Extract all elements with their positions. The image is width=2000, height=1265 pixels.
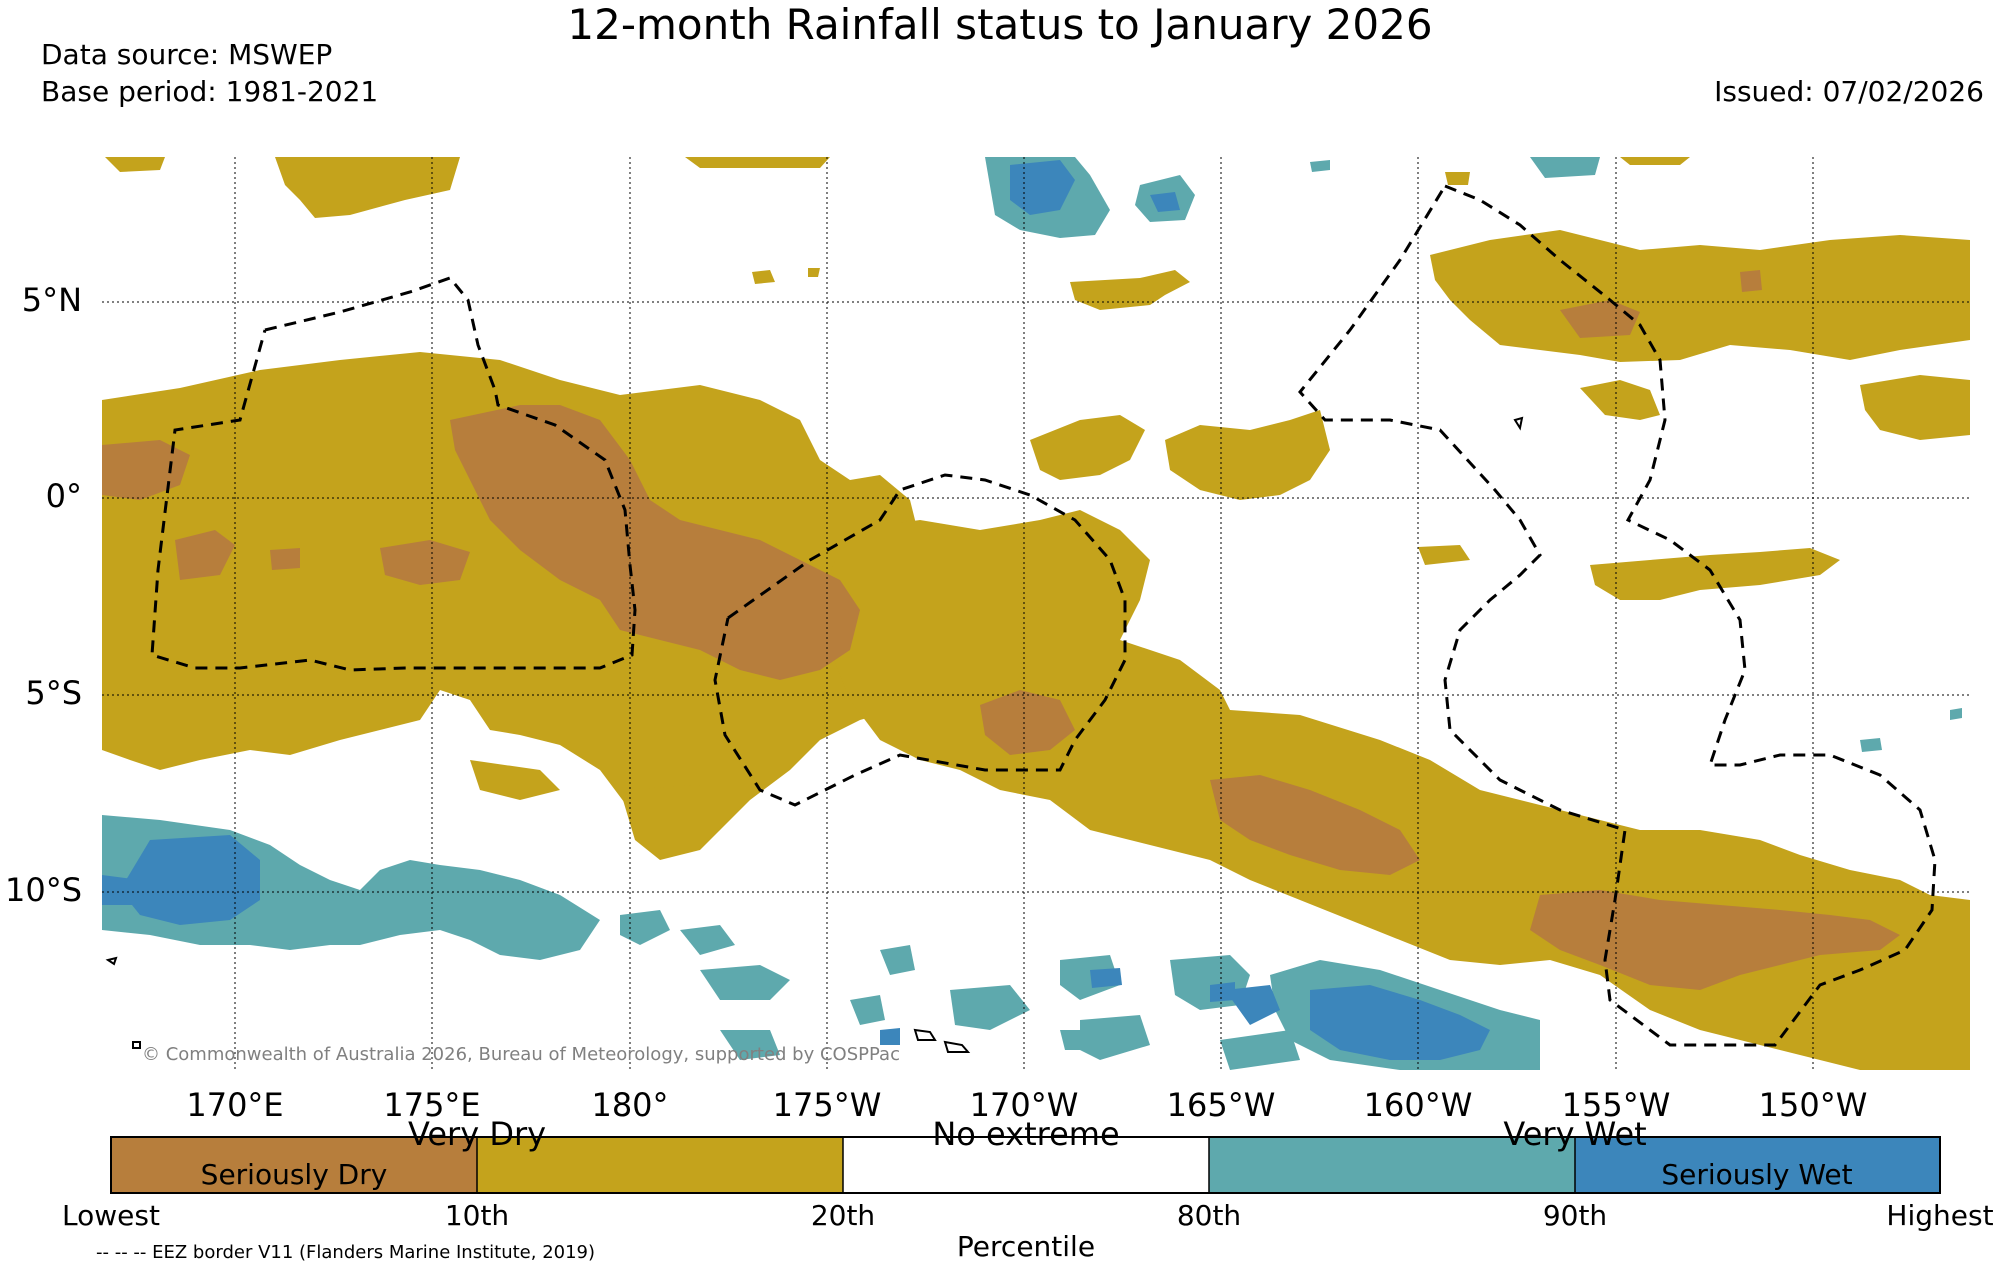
- legend-category-very-dry: Very Dry: [408, 1115, 546, 1153]
- legend-swatch-very-wet: [1209, 1137, 1575, 1193]
- seriously-dry-areas: [102, 270, 1900, 990]
- legend-pct-20th: 20th: [811, 1199, 875, 1232]
- lon-tick-160w: 160°W: [1364, 1086, 1473, 1124]
- lon-tick-180: 180°: [591, 1086, 668, 1124]
- island-outlines: [105, 416, 1524, 1053]
- map-title: 12-month Rainfall status to January 2026: [567, 0, 1433, 49]
- legend-inner-seriously-dry: Seriously Dry: [201, 1158, 388, 1191]
- lat-tick-5n: 5°N: [22, 281, 82, 319]
- graticule: [102, 157, 1970, 1070]
- legend-colorbar: [110, 1136, 1941, 1194]
- issued-date-label: Issued: 07/02/2026: [1714, 75, 1984, 108]
- seriously-wet-areas: [102, 160, 1490, 1060]
- base-period-label: Base period: 1981-2021: [41, 75, 379, 108]
- lon-tick-175e: 175°E: [383, 1086, 480, 1124]
- eez-borders: [150, 184, 1937, 1047]
- legend-axis-label: Percentile: [957, 1230, 1095, 1263]
- legend-pct-80th: 80th: [1177, 1199, 1241, 1232]
- lon-tick-175w: 175°W: [773, 1086, 882, 1124]
- lon-tick-170w: 170°W: [970, 1086, 1079, 1124]
- legend-category-no-extreme: No extreme: [932, 1115, 1119, 1153]
- copyright-notice: © Commonwealth of Australia 2026, Bureau…: [142, 1044, 900, 1065]
- lat-tick-10s: 10°S: [5, 871, 82, 909]
- lon-tick-155w: 155°W: [1562, 1086, 1671, 1124]
- legend-pct-highest: Highest: [1886, 1199, 1993, 1232]
- eez-note: -- -- -- EEZ border V11 (Flanders Marine…: [96, 1242, 596, 1263]
- lon-tick-150w: 150°W: [1759, 1086, 1868, 1124]
- legend-swatch-very-dry: [477, 1137, 843, 1193]
- legend-pct-10th: 10th: [445, 1199, 509, 1232]
- legend-swatch-no-extreme: [843, 1137, 1209, 1193]
- lat-tick-5s: 5°S: [25, 674, 82, 712]
- legend-pct-90th: 90th: [1543, 1199, 1607, 1232]
- lon-tick-165w: 165°W: [1167, 1086, 1276, 1124]
- rainfall-areas: [102, 157, 1970, 1070]
- legend-category-very-wet: Very Wet: [1503, 1115, 1646, 1153]
- legend-swatch-seriously-wet: [1575, 1137, 1940, 1193]
- legend-swatch-seriously-dry: [111, 1137, 477, 1193]
- lat-tick-0: 0°: [46, 477, 82, 515]
- legend-inner-seriously-wet: Seriously Wet: [1661, 1158, 1852, 1191]
- legend-pct-lowest: Lowest: [62, 1199, 160, 1232]
- lon-tick-170e: 170°E: [186, 1086, 283, 1124]
- data-source-label: Data source: MSWEP: [41, 38, 333, 71]
